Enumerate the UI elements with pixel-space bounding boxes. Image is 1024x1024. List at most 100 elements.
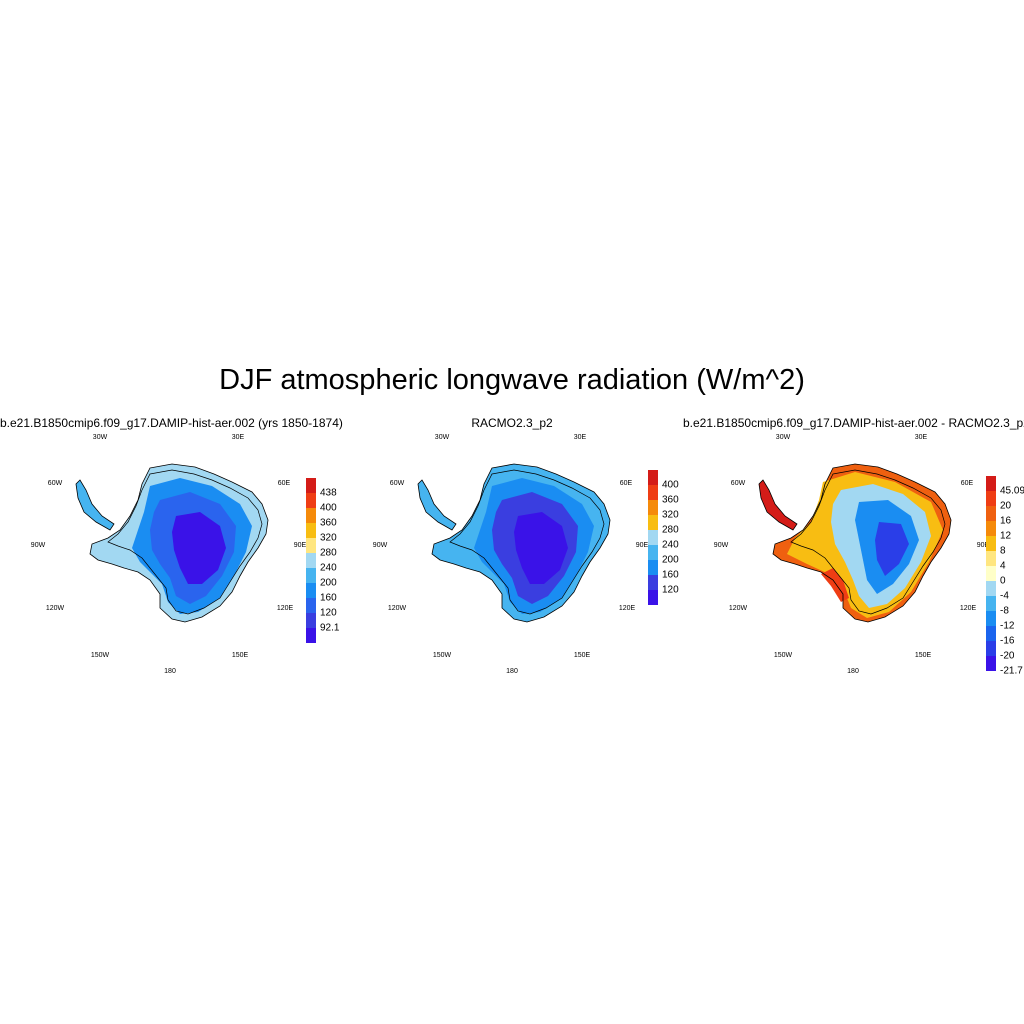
colorbar-swatch [986,521,996,536]
colorbar-label: 200 [320,577,337,589]
colorbar-label: -20 [1000,650,1015,662]
label-150e: 150E [231,652,249,659]
colorbar-label: 240 [662,539,679,551]
colorbar-label: 20 [1000,500,1012,512]
panel-title: RACMO2.3_p2 [471,416,553,430]
colorbar-swatch [986,611,996,626]
panel-title: b.e21.B1850cmip6.f09_g17.DAMIP-hist-aer.… [0,416,343,430]
colorbar-label: 280 [320,547,337,559]
label-150w: 150W [432,652,452,659]
colorbar-swatch [306,508,316,523]
field-band [172,512,226,584]
colorbar-swatch [648,485,658,500]
colorbar-swatch [648,530,658,545]
panel-racmo: RACMO2.3_p2 30W 30E 60W 60E 90W 90E 120W… [342,412,682,682]
label-30e: 30E [231,434,245,441]
label-90w: 90W [30,542,46,549]
colorbar-swatch [648,470,658,485]
colorbar-swatch [306,523,316,538]
label-180: 180 [164,668,176,675]
colorbar-swatch [986,626,996,641]
grounding-line [790,469,946,615]
colorbar-label: 45.09 [1000,485,1024,497]
label-60w: 60W [730,480,746,487]
peninsula-coastline [417,479,457,531]
main-title: DJF atmospheric longwave radiation (W/m^… [219,364,805,396]
label-60e: 60E [277,480,291,487]
peninsula-field [759,480,797,530]
map-field [76,464,268,622]
label-60w: 60W [389,480,405,487]
colorbar-swatch [986,656,996,671]
label-150e: 150E [914,652,932,659]
label-150w: 150W [90,652,110,659]
colorbar-label: 0 [1000,575,1006,587]
label-30w: 30W [434,434,450,441]
field-band [514,512,568,584]
colorbar-swatch [986,581,996,596]
colorbar-swatch [986,491,996,506]
colorbar-label: 240 [320,562,337,574]
label-60w: 60W [47,480,63,487]
colorbar-swatch [306,493,316,508]
colorbar-label: 160 [662,569,679,581]
colorbar-swatch [986,566,996,581]
label-90e: 90E [635,542,649,549]
colorbar-label: 92.1 [320,622,340,634]
colorbar-swatch [306,553,316,568]
colorbar-swatch [306,538,316,553]
peninsula-field [418,480,456,530]
grounding-line [107,469,263,615]
colorbar-label: -12 [1000,620,1015,632]
colorbar-swatch [986,641,996,656]
colorbar-label: 120 [662,584,679,596]
colorbar-label: 200 [662,554,679,566]
panel-diff: b.e21.B1850cmip6.f09_g17.DAMIP-hist-aer.… [683,412,1024,682]
label-120e: 120E [276,605,294,612]
label-120e: 120E [959,605,977,612]
field-band [875,522,909,576]
colorbar-label: 120 [320,607,337,619]
antarctica-map [417,463,611,623]
label-90w: 90W [713,542,729,549]
colorbar-label: 320 [662,509,679,521]
label-120w: 120W [387,605,407,612]
colorbar-swatch [306,478,316,493]
colorbar-swatch [306,598,316,613]
colorbar-swatch [306,613,316,628]
colorbar-swatch [986,506,996,521]
colorbar-label: -16 [1000,635,1015,647]
colorbar-label: 360 [320,517,337,529]
colorbar-label: 12 [1000,530,1012,542]
coastline [431,463,611,623]
peninsula-field [76,480,114,530]
colorbar-label: -21.7 [1000,665,1023,677]
panel-title: b.e21.B1850cmip6.f09_g17.DAMIP-hist-aer.… [683,416,1024,430]
peninsula-coastline [75,479,115,531]
coastline [89,463,269,623]
colorbar-label: -8 [1000,605,1009,617]
colorbar-label: 8 [1000,545,1006,557]
label-120w: 120W [728,605,748,612]
colorbar-swatch [306,628,316,643]
colorbar-label: 320 [320,532,337,544]
label-150w: 150W [773,652,793,659]
colorbar-swatch [648,560,658,575]
label-30w: 30W [775,434,791,441]
label-180: 180 [506,668,518,675]
colorbar-label: -4 [1000,590,1009,602]
map-field [759,464,951,622]
map-field [418,464,610,622]
label-90e: 90E [976,542,990,549]
label-90w: 90W [372,542,388,549]
antarctica-map [75,463,269,623]
colorbar-swatch [648,500,658,515]
colorbar-swatch [986,476,996,491]
label-150e: 150E [573,652,591,659]
label-180: 180 [847,668,859,675]
colorbar-label: 360 [662,494,679,506]
label-30e: 30E [573,434,587,441]
label-30w: 30W [92,434,108,441]
colorbar-swatch [306,568,316,583]
colorbar-swatch [648,590,658,605]
